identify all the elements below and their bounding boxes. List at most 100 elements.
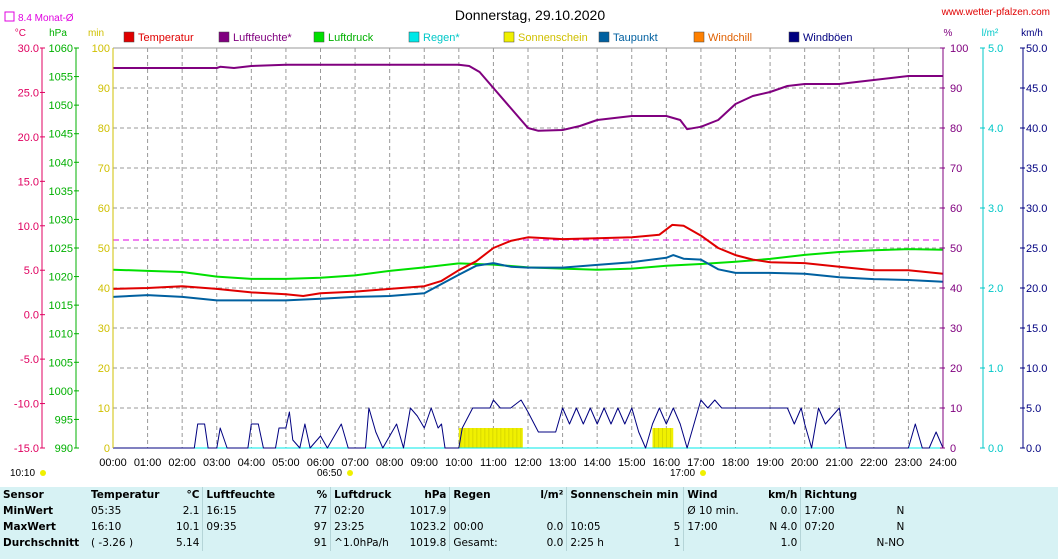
cell: 0.0 (514, 519, 568, 535)
h-wind-unit: km/h (760, 487, 802, 503)
tick-label-time: 15:00 (618, 457, 646, 469)
legend-label: Sonnenschein (518, 32, 588, 44)
h-wind: Wind (687, 489, 718, 501)
tick-label-time: 22:00 (860, 457, 888, 469)
h-press-unit: hPa (394, 487, 451, 503)
cell: N-NO (876, 537, 905, 549)
tick-label-sun: 100 (92, 43, 110, 55)
tick-label-wind: 30.0 (1026, 203, 1047, 215)
tick-label-wind: 40.0 (1026, 123, 1047, 135)
tick-label-pressure: 1000 (49, 386, 73, 398)
cell: 05:35 (91, 505, 122, 517)
tick-label-temp: -5.0 (20, 354, 39, 366)
label-sunset: 17:00 (670, 468, 695, 479)
tick-label-pressure: 1030 (49, 214, 73, 226)
label-sunrise: 06:50 (317, 468, 342, 479)
tick-label-time: 12:00 (514, 457, 542, 469)
time-start-marker (40, 470, 46, 476)
tick-label-sun: 60 (98, 203, 110, 215)
tick-label-temp: 10.0 (18, 221, 39, 233)
cell: 1019.8 (394, 535, 451, 551)
weather-chart: 30.0 25.0 20.0 15.0 10.0 5.0 0.0 -5.0 -10.0 -15.0… (4, 7, 1050, 479)
tick-label-rain: 5.0 (988, 43, 1003, 55)
h-temp-unit: °C (162, 487, 204, 503)
cell: 0.0 (760, 503, 802, 519)
cell: 16:10 (91, 521, 122, 533)
legend-swatch (408, 31, 420, 43)
stats-row-max: MaxWert 16:10 10.1 09:35 97 23:25 1023.2… (0, 519, 907, 535)
unit-wind: km/h (1021, 28, 1043, 39)
tick-label-temp: 25.0 (18, 87, 39, 99)
cell: 17:00 (804, 505, 835, 517)
cell: 23:25 (334, 521, 365, 533)
tick-label-wind: 5.0 (1026, 403, 1041, 415)
stats-row-min: MinWert 05:35 2.1 16:15 77 02:20 1017.9 … (0, 503, 907, 519)
cell (203, 535, 278, 551)
series-line-windböen (113, 399, 944, 449)
tick-label-time: 19:00 (756, 457, 784, 469)
chart-legend: Temperatur Luftfeuchte* Luftdruck Regen* Son… (123, 31, 853, 44)
unit-sun: min (88, 28, 104, 39)
cell: N (896, 505, 905, 517)
site-link[interactable]: www.wetter-pfalzen.com (941, 7, 1050, 18)
tick-label-sun: 20 (98, 363, 110, 375)
cell: 1.0 (760, 535, 802, 551)
legend-swatch (693, 31, 705, 43)
tick-label-sun: 80 (98, 123, 110, 135)
tick-label-sun: 10 (98, 403, 110, 415)
statistics-panel: Sensor Temperatur °C Luftfeuchte % Luftd… (0, 487, 1058, 559)
tick-label-pressure: 1060 (49, 43, 73, 55)
tick-label-time: 24:00 (929, 457, 957, 469)
series-line-temperatur (112, 223, 944, 297)
sunshine-bar (458, 428, 523, 448)
tick-label-time: 16:00 (653, 457, 681, 469)
cell: 17:00 (687, 521, 718, 533)
legend-label: Luftdruck (328, 32, 374, 44)
tick-label-time: 01:00 (134, 457, 162, 469)
label-time-start: 10:10 (10, 468, 35, 479)
h-dir: Richtung (804, 489, 858, 501)
tick-label-time: 10:00 (445, 457, 473, 469)
tick-label-rain: 2.0 (988, 283, 1003, 295)
legend-swatch (788, 31, 800, 43)
tick-label-humidity: 0 (950, 443, 956, 455)
cell: 07:20 (804, 521, 835, 533)
tick-label-sun: 70 (98, 163, 110, 175)
tick-label-wind: 45.0 (1026, 83, 1047, 95)
chart-axes (41, 48, 1024, 448)
tick-label-sun: 50 (98, 243, 110, 255)
unit-pressure: hPa (49, 28, 67, 39)
statistics-table: Sensor Temperatur °C Luftfeuchte % Luftd… (0, 487, 907, 551)
row-label: MaxWert (3, 521, 56, 533)
tick-label-time: 23:00 (895, 457, 923, 469)
tick-label-wind: 20.0 (1026, 283, 1047, 295)
cell: N 4.0 (760, 519, 802, 535)
stats-header-row: Sensor Temperatur °C Luftfeuchte % Luftd… (0, 487, 907, 503)
legend-label: Windchill (708, 32, 752, 44)
legend-swatch (503, 31, 515, 43)
legend-swatch (218, 31, 230, 43)
tick-label-pressure: 1040 (49, 157, 73, 169)
tick-label-temp: 5.0 (24, 265, 39, 277)
cell (684, 535, 761, 551)
legend-label: Taupunkt (613, 32, 658, 44)
h-hum: Luftfeuchte (206, 489, 276, 501)
tick-label-sun: 0 (104, 443, 110, 455)
cell: 16:15 (206, 505, 237, 517)
cell (654, 503, 685, 519)
chart-title: Donnerstag, 29.10.2020 (455, 7, 605, 23)
tick-label-time: 09:00 (410, 457, 438, 469)
h-hum-unit: % (278, 487, 332, 503)
h-temp: Temperatur (91, 489, 160, 501)
tick-label-humidity: 60 (950, 203, 962, 215)
tick-label-temp: 30.0 (18, 43, 39, 55)
tick-label-time: 05:00 (272, 457, 300, 469)
tick-label-time: 17:00 (687, 457, 715, 469)
cell (567, 503, 655, 519)
tick-label-temp: -10.0 (14, 399, 39, 411)
sunset-marker (700, 470, 706, 476)
cell: 10.1 (162, 519, 204, 535)
data-lines (112, 63, 944, 449)
tick-label-sun: 40 (98, 283, 110, 295)
tick-label-pressure: 1005 (49, 357, 73, 369)
